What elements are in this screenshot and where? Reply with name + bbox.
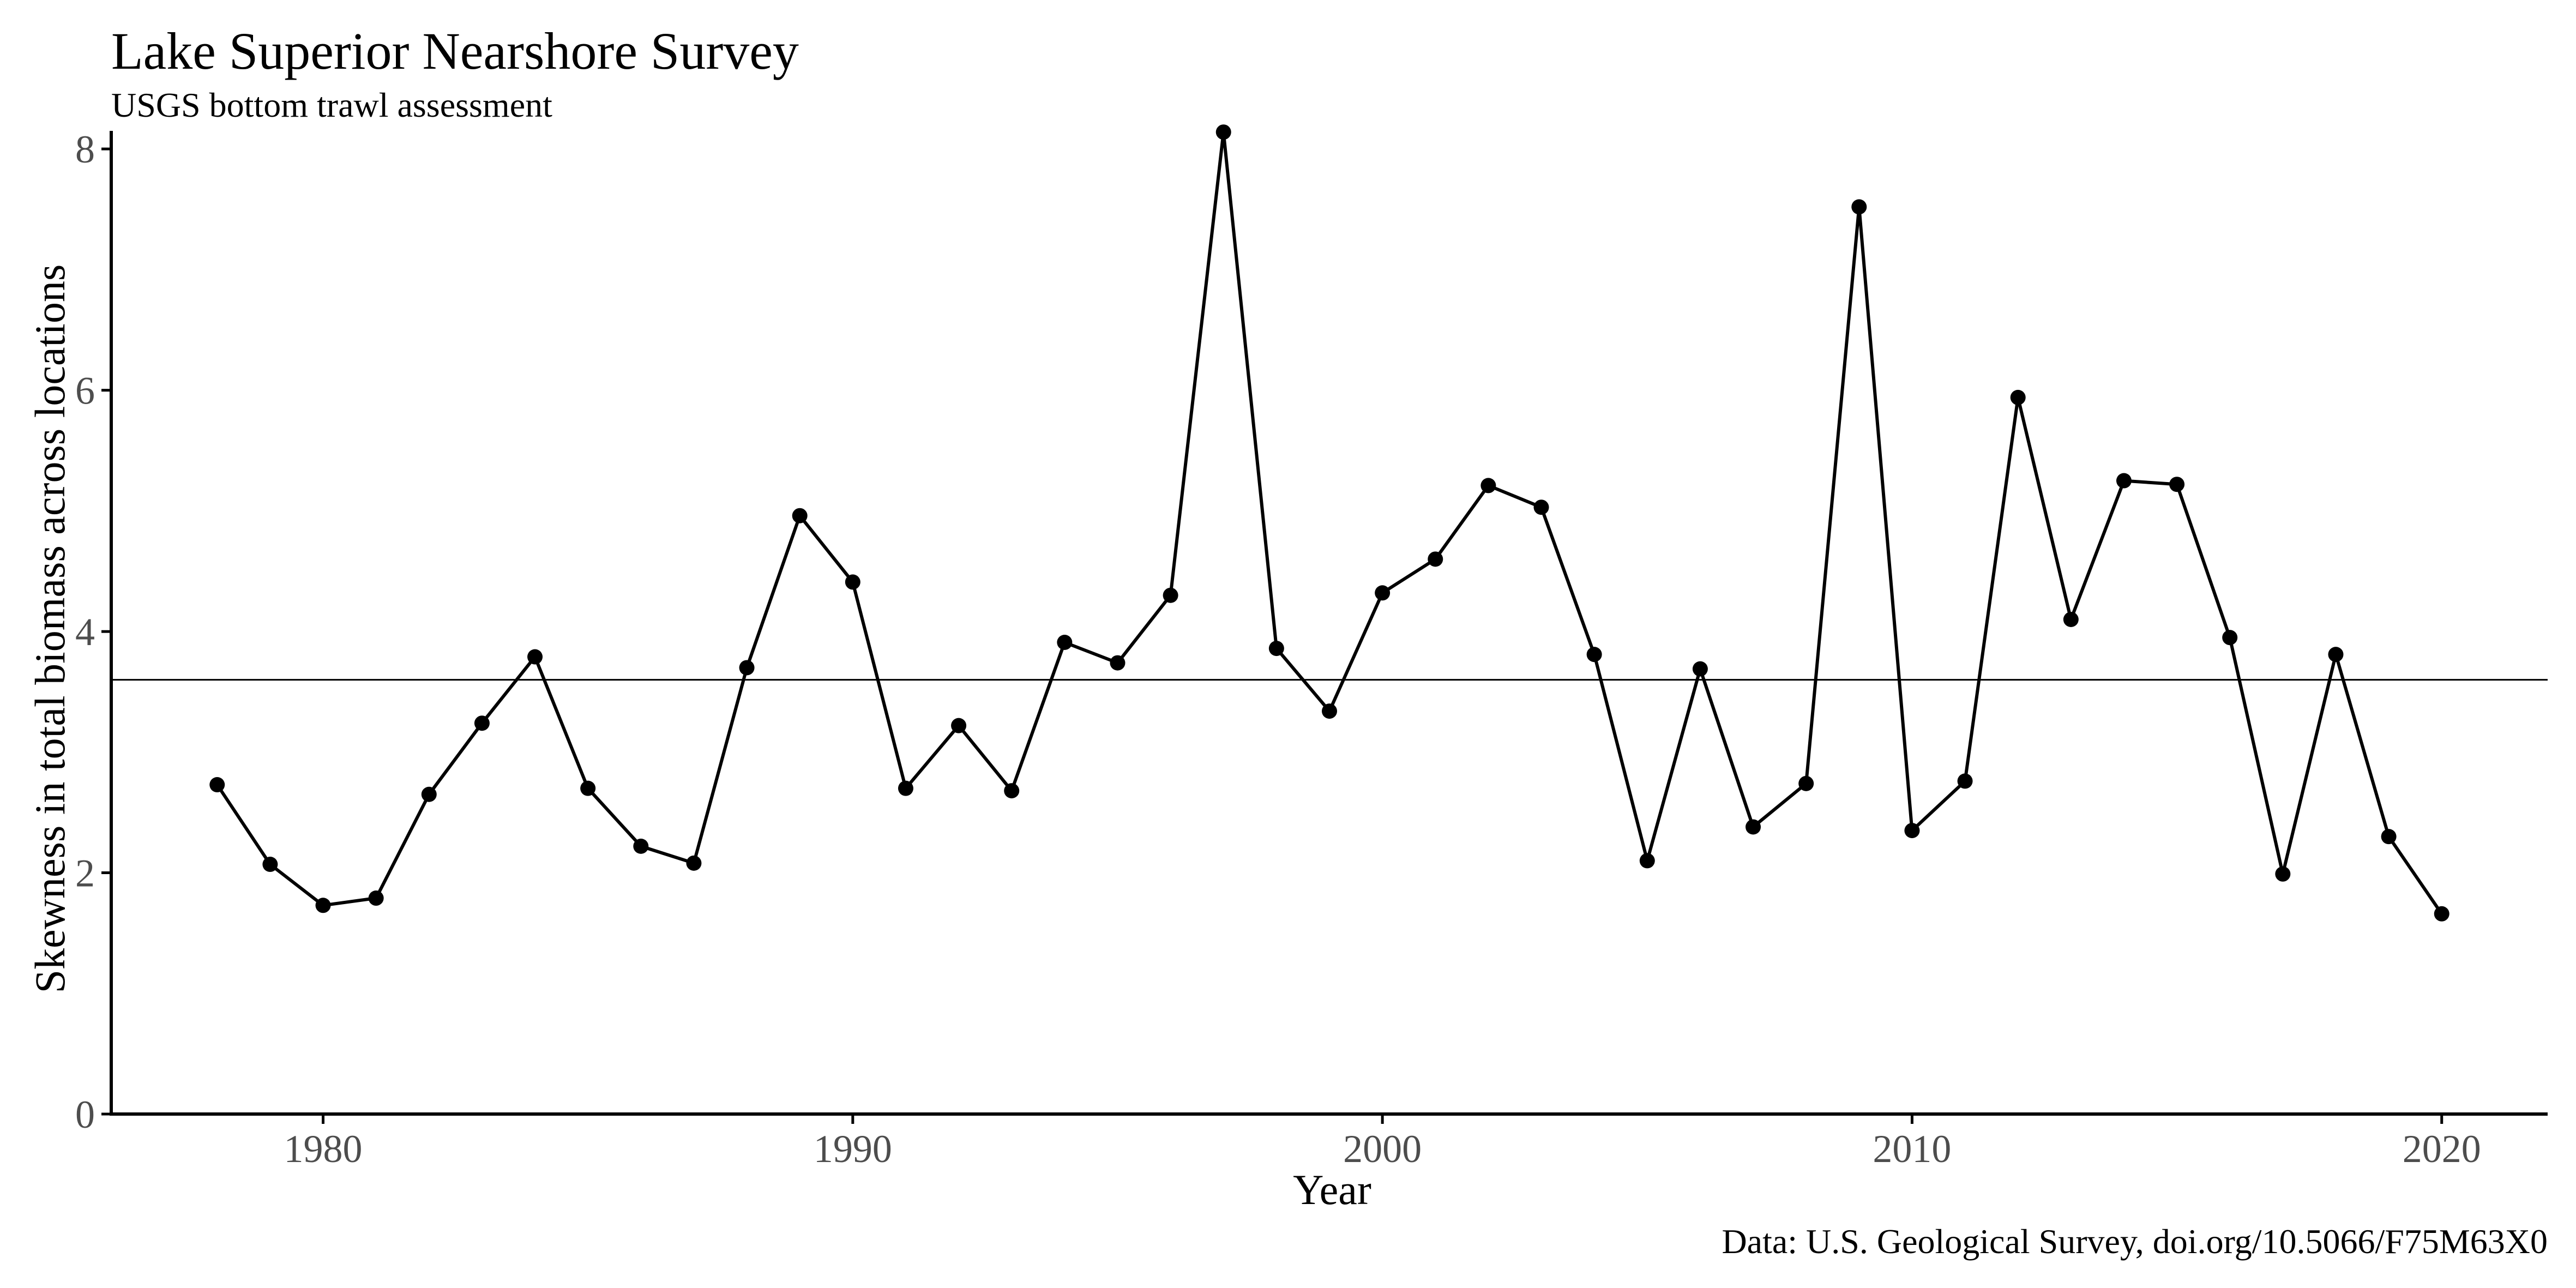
data-point: [1851, 199, 1867, 215]
y-axis-ticks: 0 2 4 6 8: [75, 128, 111, 1136]
data-point: [1428, 551, 1443, 567]
data-point: [1586, 647, 1602, 663]
data-point: [1215, 124, 1231, 140]
x-tick-label: 2010: [1873, 1127, 1951, 1171]
data-point: [686, 855, 702, 871]
x-tick-label: 1980: [284, 1127, 363, 1171]
data-point: [1480, 478, 1496, 493]
chart-subtitle: USGS bottom trawl assessment: [111, 86, 552, 124]
data-point: [1322, 703, 1337, 719]
y-axis-title: Skewness in total biomass across locatio…: [26, 264, 74, 994]
data-point: [633, 838, 649, 854]
data-point: [1746, 819, 1761, 835]
series-group: [209, 124, 2449, 922]
data-point: [527, 649, 543, 665]
series-line: [215, 130, 2443, 916]
data-point: [2116, 473, 2132, 489]
x-tick-label: 1990: [814, 1127, 892, 1171]
data-point: [1163, 587, 1178, 603]
y-tick-label: 6: [75, 369, 95, 413]
data-point: [1268, 641, 1284, 657]
data-point: [951, 718, 967, 733]
data-point: [792, 508, 808, 523]
data-point: [368, 890, 384, 906]
x-tick-label: 2020: [2403, 1127, 2481, 1171]
y-tick-label: 0: [75, 1093, 95, 1136]
data-point: [2010, 389, 2026, 405]
chart-title: Lake Superior Nearshore Survey: [111, 22, 799, 80]
data-point: [1533, 499, 1549, 515]
data-point: [474, 715, 490, 731]
data-point: [2169, 477, 2185, 492]
y-tick-label: 2: [75, 852, 95, 895]
data-point: [209, 777, 225, 793]
data-point: [315, 898, 331, 913]
data-point: [1692, 661, 1708, 677]
data-point: [1798, 775, 1814, 791]
data-point: [2381, 829, 2397, 845]
data-point: [1639, 853, 1655, 869]
data-point: [1057, 635, 1073, 651]
data-point: [2328, 647, 2344, 663]
data-point: [2222, 630, 2238, 646]
data-point: [2063, 611, 2079, 627]
data-point: [845, 574, 860, 590]
data-point: [1904, 823, 1920, 839]
data-point: [2434, 906, 2449, 922]
data-point: [898, 780, 913, 796]
data-point: [1110, 655, 1126, 671]
chart-caption: Data: U.S. Geological Survey, doi.org/10…: [1722, 1222, 2548, 1261]
data-point: [580, 780, 596, 796]
x-axis-ticks: 1980 1990 2000 2010 2020: [284, 1114, 2481, 1171]
y-tick-label: 8: [75, 128, 95, 171]
x-axis-title: Year: [1293, 1166, 1371, 1213]
data-point: [1375, 585, 1391, 601]
data-point: [2275, 866, 2291, 882]
data-point: [421, 786, 437, 802]
data-point: [1957, 773, 1973, 789]
y-tick-label: 4: [75, 610, 95, 654]
data-point: [739, 660, 755, 676]
data-point: [1004, 783, 1020, 799]
x-tick-label: 2000: [1343, 1127, 1422, 1171]
data-point: [262, 857, 278, 872]
